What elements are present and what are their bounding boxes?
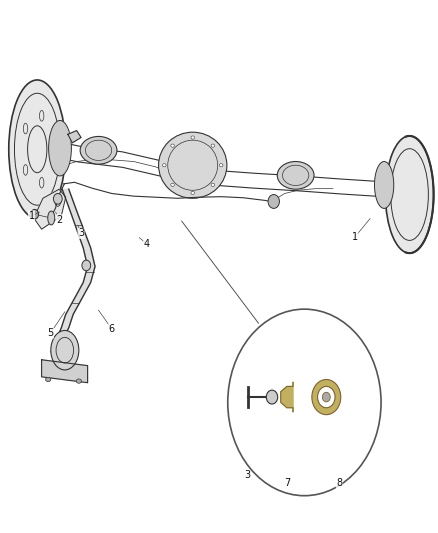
Text: 5: 5 xyxy=(47,328,53,338)
Circle shape xyxy=(228,309,381,496)
Ellipse shape xyxy=(219,164,223,167)
Polygon shape xyxy=(34,189,66,229)
Ellipse shape xyxy=(82,260,91,271)
Text: 8: 8 xyxy=(336,479,343,488)
Ellipse shape xyxy=(46,377,51,382)
Text: 1: 1 xyxy=(28,211,35,221)
Text: 2: 2 xyxy=(56,215,62,224)
Text: 3: 3 xyxy=(244,471,251,480)
Ellipse shape xyxy=(277,161,314,189)
Ellipse shape xyxy=(191,136,194,139)
Ellipse shape xyxy=(268,195,279,208)
Ellipse shape xyxy=(322,392,330,402)
Ellipse shape xyxy=(385,136,434,253)
Polygon shape xyxy=(281,382,293,412)
Ellipse shape xyxy=(312,379,341,415)
Ellipse shape xyxy=(171,144,174,147)
Ellipse shape xyxy=(211,144,215,147)
Text: 7: 7 xyxy=(284,479,290,488)
Ellipse shape xyxy=(211,183,215,187)
Ellipse shape xyxy=(162,164,166,167)
Ellipse shape xyxy=(374,161,394,208)
Polygon shape xyxy=(68,131,81,143)
Polygon shape xyxy=(51,189,95,352)
Ellipse shape xyxy=(159,132,227,198)
Text: 1: 1 xyxy=(352,232,358,242)
Ellipse shape xyxy=(171,183,174,187)
Text: 4: 4 xyxy=(144,239,150,248)
Ellipse shape xyxy=(80,136,117,164)
Ellipse shape xyxy=(266,390,278,404)
Ellipse shape xyxy=(191,191,194,195)
Ellipse shape xyxy=(9,80,66,219)
Ellipse shape xyxy=(48,211,55,225)
Ellipse shape xyxy=(31,209,39,219)
Ellipse shape xyxy=(53,193,62,204)
Ellipse shape xyxy=(318,386,335,408)
Text: 6: 6 xyxy=(109,324,115,334)
Polygon shape xyxy=(42,360,88,383)
Ellipse shape xyxy=(76,379,81,383)
Ellipse shape xyxy=(49,120,71,176)
Ellipse shape xyxy=(51,330,79,370)
Text: 3: 3 xyxy=(78,229,84,238)
